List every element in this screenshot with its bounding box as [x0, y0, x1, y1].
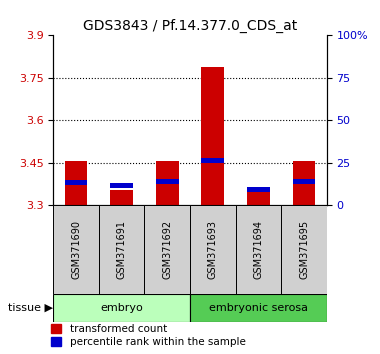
- Bar: [110, 183, 133, 188]
- Bar: [247, 187, 270, 192]
- Bar: [201, 67, 224, 205]
- Bar: [110, 190, 133, 205]
- Bar: [156, 179, 179, 184]
- Bar: [65, 181, 87, 185]
- Bar: [236, 205, 281, 294]
- Text: GSM371690: GSM371690: [71, 220, 81, 279]
- Bar: [281, 205, 327, 294]
- Bar: [190, 205, 236, 294]
- Text: tissue ▶: tissue ▶: [8, 303, 53, 313]
- Text: embryonic serosa: embryonic serosa: [209, 303, 308, 313]
- Title: GDS3843 / Pf.14.377.0_CDS_at: GDS3843 / Pf.14.377.0_CDS_at: [83, 19, 297, 33]
- Text: GSM371691: GSM371691: [117, 220, 127, 279]
- Text: GSM371692: GSM371692: [162, 220, 172, 279]
- Text: embryo: embryo: [100, 303, 143, 313]
- Text: GSM371695: GSM371695: [299, 220, 309, 279]
- Bar: [293, 161, 315, 205]
- Bar: [99, 205, 144, 294]
- Bar: [156, 161, 179, 205]
- Bar: [190, 294, 327, 322]
- Bar: [144, 205, 190, 294]
- Text: GSM371693: GSM371693: [208, 220, 218, 279]
- Bar: [247, 190, 270, 205]
- Bar: [201, 158, 224, 163]
- Text: GSM371694: GSM371694: [253, 220, 263, 279]
- Legend: transformed count, percentile rank within the sample: transformed count, percentile rank withi…: [51, 324, 245, 347]
- Bar: [65, 161, 87, 205]
- Bar: [293, 179, 315, 184]
- Bar: [53, 205, 99, 294]
- Bar: [53, 294, 190, 322]
